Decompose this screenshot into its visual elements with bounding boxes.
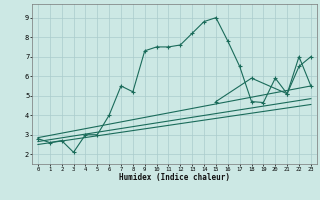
X-axis label: Humidex (Indice chaleur): Humidex (Indice chaleur)	[119, 173, 230, 182]
